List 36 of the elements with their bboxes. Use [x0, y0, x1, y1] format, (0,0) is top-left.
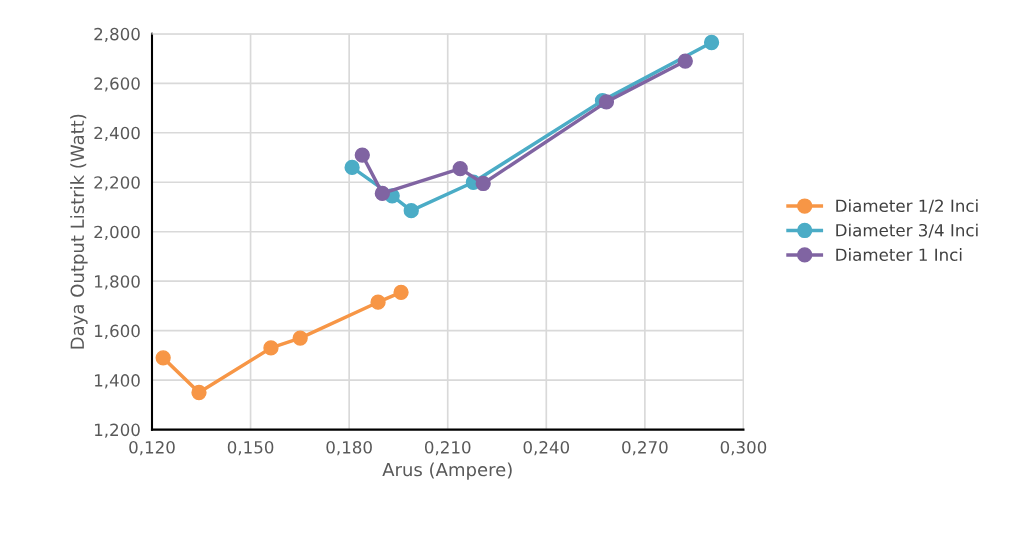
y-tick-label: 1,600: [95, 324, 140, 339]
point: [598, 94, 615, 110]
x-tick-label: 0,150: [227, 441, 274, 456]
point: [155, 350, 171, 366]
legend-label: Diameter 3/4 Inci: [836, 223, 978, 238]
point: [475, 175, 491, 192]
point: [191, 384, 207, 401]
legend-label: Diameter 1 Inci: [836, 248, 962, 262]
legend-label: Diameter 1/2 Inci: [836, 199, 978, 214]
point: [292, 330, 308, 346]
point: [403, 203, 419, 219]
point: [370, 294, 386, 310]
y-tick-label: 2,000: [94, 225, 140, 240]
x-tick-label: 0,240: [523, 441, 570, 456]
y-tick-label: 1,400: [95, 374, 140, 389]
x-tick-label: 0,270: [622, 441, 668, 456]
y-tick-label: 2,600: [94, 77, 140, 92]
y-tick-label: 1,200: [95, 423, 140, 438]
x-axis-title: Arus (Ampere): [382, 462, 512, 480]
y-tick-label: 2,400: [94, 126, 140, 142]
y-tick-label: 2,800: [94, 27, 140, 43]
point: [677, 53, 693, 69]
y-tick-label: 2,200: [94, 176, 140, 191]
point: [344, 159, 360, 176]
y-tick-label: 1,800: [95, 275, 140, 290]
x-tick-label: 0,120: [129, 441, 175, 456]
x-tick-label: 0,180: [326, 441, 372, 456]
point: [393, 284, 409, 300]
point: [374, 185, 390, 202]
x-tick-label: 0,300: [720, 441, 767, 456]
point: [452, 161, 468, 177]
point: [354, 147, 370, 163]
y-axis-title: Daya Output Listrik (Watt): [70, 114, 88, 349]
point: [703, 34, 720, 51]
x-tick-label: 0,210: [424, 441, 471, 456]
point: [263, 340, 279, 356]
